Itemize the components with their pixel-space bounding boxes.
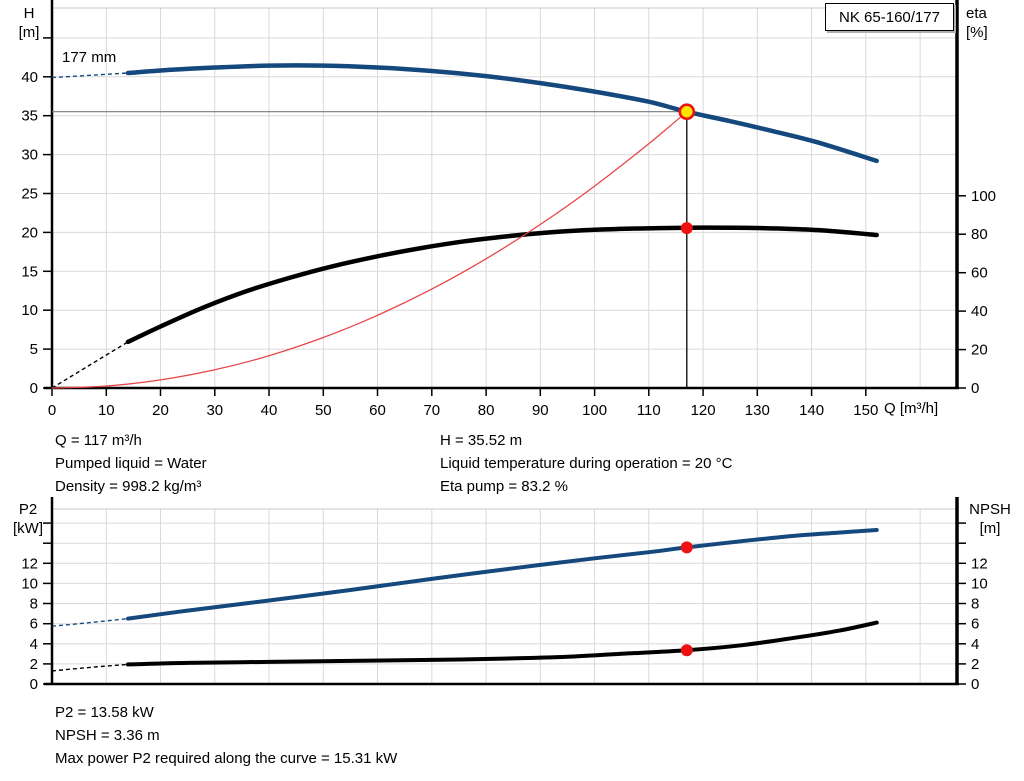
- svg-text:20: 20: [21, 224, 38, 241]
- info-pumped-liquid: Pumped liquid = Water: [55, 455, 207, 472]
- pump-model-label: NK 65-160/177: [839, 8, 940, 26]
- svg-text:0: 0: [48, 402, 56, 419]
- duty-info-right: H = 35.52 m Liquid temperature during op…: [440, 429, 732, 498]
- svg-text:5: 5: [30, 341, 38, 358]
- svg-text:50: 50: [315, 402, 332, 419]
- svg-text:10: 10: [98, 402, 115, 419]
- svg-text:0: 0: [971, 676, 979, 693]
- h-axis-label-line1: H: [23, 5, 35, 22]
- p2-axis-label: P2 [kW]: [8, 500, 48, 538]
- svg-text:10: 10: [21, 575, 38, 592]
- svg-text:80: 80: [971, 226, 988, 243]
- eta-axis-label-line1: eta: [966, 5, 987, 22]
- hq-eta-chart: 0 5 10 15 20 25 30 35 40 0 20 40 60 80 100 0 10 20 30 40 50 6…: [21, 0, 996, 419]
- svg-text:4: 4: [971, 636, 979, 653]
- tick-labels: 0 5 10 15 20 25 30 35 40 0 20 40 60 80 100 0 10 20 30 40 50 6…: [21, 69, 996, 419]
- svg-text:100: 100: [971, 188, 996, 205]
- gridlines: [52, 8, 957, 388]
- npsh-point: [680, 644, 693, 657]
- h-axis-label: H [m]: [10, 4, 48, 42]
- tick-marks: [43, 522, 966, 685]
- svg-text:20: 20: [971, 342, 988, 359]
- svg-text:30: 30: [21, 147, 38, 164]
- tick-labels: 0 2 4 6 8 10 12 0 2 4 6 8 10 12: [21, 555, 987, 693]
- svg-text:6: 6: [30, 616, 38, 633]
- svg-text:80: 80: [478, 402, 495, 419]
- tick-marks: [43, 37, 966, 396]
- npsh-axis-label: NPSH [m]: [964, 500, 1016, 538]
- svg-text:40: 40: [971, 303, 988, 320]
- info-density: Density = 998.2 kg/m³: [55, 478, 202, 495]
- svg-text:2: 2: [30, 656, 38, 673]
- efficiency-curve: [125, 225, 879, 345]
- info-npsh: NPSH = 3.36 m: [55, 727, 160, 744]
- pump-model-box: NK 65-160/177: [825, 3, 954, 31]
- axes: [44, 497, 959, 686]
- svg-text:60: 60: [369, 402, 386, 419]
- svg-text:90: 90: [532, 402, 549, 419]
- info-liquid-temperature: Liquid temperature during operation = 20…: [440, 455, 733, 472]
- p2-curve: [126, 528, 879, 621]
- svg-text:0: 0: [30, 380, 38, 397]
- svg-text:40: 40: [21, 69, 38, 86]
- eta-axis-label-line2: [%]: [966, 24, 988, 41]
- svg-text:130: 130: [745, 402, 770, 419]
- p2-npsh-chart: 0 2 4 6 8 10 12 0 2 4 6 8 10 12: [21, 497, 988, 693]
- svg-text:40: 40: [261, 402, 278, 419]
- svg-text:70: 70: [423, 402, 440, 419]
- svg-text:120: 120: [691, 402, 716, 419]
- npsh-curve-dashed-lead: [51, 663, 129, 672]
- svg-text:60: 60: [971, 265, 988, 282]
- svg-text:20: 20: [152, 402, 169, 419]
- svg-text:8: 8: [971, 596, 979, 613]
- efficiency-point: [680, 222, 693, 235]
- svg-text:12: 12: [971, 555, 988, 572]
- npsh-axis-label-line1: NPSH: [969, 501, 1011, 518]
- svg-text:35: 35: [21, 108, 38, 125]
- head-curve-dashed-lead: [51, 72, 129, 79]
- svg-text:30: 30: [206, 402, 223, 419]
- svg-text:140: 140: [799, 402, 824, 419]
- svg-text:10: 10: [21, 302, 38, 319]
- q-axis-label: Q [m³/h]: [884, 400, 939, 417]
- svg-text:6: 6: [971, 616, 979, 633]
- duty-point[interactable]: [678, 103, 696, 120]
- npsh-axis-label-line2: [m]: [979, 520, 1001, 537]
- npsh-curve: [126, 620, 879, 667]
- info-flow: Q = 117 m³/h: [55, 432, 142, 449]
- p2-curve-dashed-lead: [51, 617, 129, 627]
- power-info: P2 = 13.58 kW NPSH = 3.36 m Max power P2…: [55, 701, 397, 770]
- duty-info-left: Q = 117 m³/h Pumped liquid = Water Densi…: [55, 429, 207, 498]
- eta-axis-label: eta [%]: [966, 4, 1010, 42]
- duty-point-guides: [52, 111, 688, 388]
- impeller-diameter-label: 177 mm: [62, 49, 117, 66]
- svg-text:8: 8: [30, 596, 38, 613]
- svg-text:150: 150: [853, 402, 878, 419]
- svg-text:110: 110: [637, 402, 661, 419]
- svg-text:12: 12: [21, 555, 38, 572]
- svg-text:100: 100: [582, 402, 607, 419]
- info-max-power: Max power P2 required along the curve = …: [55, 750, 398, 767]
- head-curve: [125, 63, 879, 164]
- svg-text:10: 10: [971, 575, 988, 592]
- svg-text:0: 0: [30, 676, 38, 693]
- svg-text:4: 4: [30, 636, 38, 653]
- system-curve: [51, 111, 688, 389]
- info-p2: P2 = 13.58 kW: [55, 704, 154, 721]
- p2-axis-label-line2: [kW]: [13, 520, 43, 537]
- svg-text:0: 0: [971, 380, 979, 397]
- svg-text:25: 25: [21, 186, 38, 203]
- info-eta-pump: Eta pump = 83.2 %: [440, 478, 568, 495]
- h-axis-label-line2: [m]: [18, 24, 40, 41]
- p2-point: [680, 541, 693, 554]
- efficiency-curve-dashed-lead: [51, 341, 129, 389]
- p2-axis-label-line1: P2: [18, 501, 38, 518]
- svg-text:15: 15: [21, 263, 38, 280]
- svg-text:2: 2: [971, 656, 979, 673]
- info-head: H = 35.52 m: [440, 432, 523, 449]
